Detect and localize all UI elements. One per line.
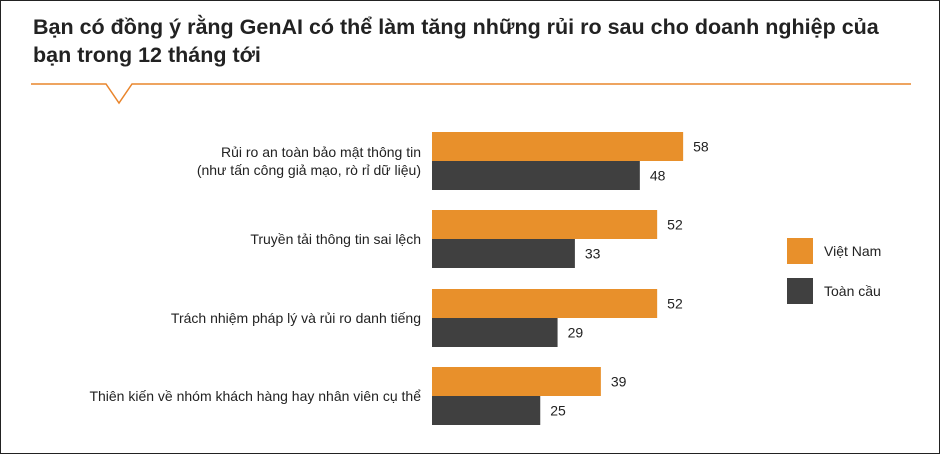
title-divider xyxy=(31,83,911,105)
bar-global xyxy=(432,239,575,268)
data-label: 39 xyxy=(611,374,627,390)
legend-label: Việt Nam xyxy=(824,243,881,259)
data-label: 25 xyxy=(550,403,566,419)
data-label: 52 xyxy=(667,217,683,233)
data-label: 52 xyxy=(667,296,683,312)
divider-line xyxy=(31,83,911,105)
data-label: 33 xyxy=(585,246,601,262)
bar-global xyxy=(432,396,541,425)
data-label: 48 xyxy=(650,168,666,184)
bar-vietnam xyxy=(432,210,658,239)
bar-vietnam xyxy=(432,289,658,318)
category-label: Rủi ro an toàn bảo mật thông tin xyxy=(221,144,421,160)
category-label: Thiên kiến về nhóm khách hàng hay nhân v… xyxy=(89,388,421,404)
bar-vietnam xyxy=(432,132,684,161)
bar-global xyxy=(432,161,640,190)
legend-label: Toàn cầu xyxy=(824,283,881,299)
data-label: 29 xyxy=(568,325,584,341)
category-label: (như tấn công giả mạo, rò rỉ dữ liệu) xyxy=(197,162,421,178)
category-label: Truyền tải thông tin sai lệch xyxy=(250,231,421,247)
legend-swatch-global xyxy=(787,278,813,304)
data-label: 58 xyxy=(693,139,709,155)
legend-swatch-vietnam xyxy=(787,238,813,264)
bar-global xyxy=(432,318,558,347)
chart-title: Bạn có đồng ý rằng GenAI có thể làm tăng… xyxy=(33,15,879,67)
bar-vietnam xyxy=(432,367,601,396)
category-label: Trách nhiệm pháp lý và rủi ro danh tiếng xyxy=(171,310,421,326)
